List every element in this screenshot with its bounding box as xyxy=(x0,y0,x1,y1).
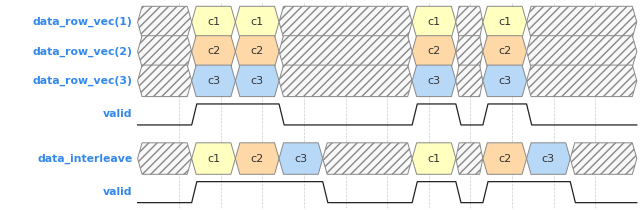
Polygon shape xyxy=(456,6,483,38)
Polygon shape xyxy=(279,65,412,97)
Polygon shape xyxy=(570,143,637,174)
Text: c2: c2 xyxy=(251,46,264,56)
Polygon shape xyxy=(279,6,412,38)
Text: c3: c3 xyxy=(498,76,511,86)
Polygon shape xyxy=(236,65,279,97)
Polygon shape xyxy=(412,36,456,67)
Text: c2: c2 xyxy=(498,154,511,164)
Polygon shape xyxy=(236,6,279,38)
Text: data_row_vec(1): data_row_vec(1) xyxy=(33,17,132,27)
Polygon shape xyxy=(279,36,412,67)
Polygon shape xyxy=(456,36,483,67)
Polygon shape xyxy=(527,36,637,67)
Polygon shape xyxy=(456,143,483,174)
Text: c2: c2 xyxy=(498,46,511,56)
Polygon shape xyxy=(138,65,192,97)
Polygon shape xyxy=(527,65,637,97)
Text: c1: c1 xyxy=(428,154,440,164)
Text: data_interleave: data_interleave xyxy=(37,154,132,164)
Polygon shape xyxy=(483,65,527,97)
Text: valid: valid xyxy=(103,109,132,119)
Text: c3: c3 xyxy=(542,154,555,164)
Polygon shape xyxy=(236,36,279,67)
Polygon shape xyxy=(138,143,192,174)
Polygon shape xyxy=(138,36,192,67)
Polygon shape xyxy=(483,6,527,38)
Polygon shape xyxy=(527,143,570,174)
Text: data_row_vec(2): data_row_vec(2) xyxy=(33,46,132,56)
Polygon shape xyxy=(192,36,236,67)
Polygon shape xyxy=(279,143,323,174)
Polygon shape xyxy=(483,143,527,174)
Text: valid: valid xyxy=(103,187,132,197)
Text: c3: c3 xyxy=(251,76,264,86)
Text: c1: c1 xyxy=(207,17,220,27)
Polygon shape xyxy=(456,65,483,97)
Text: c2: c2 xyxy=(251,154,264,164)
Polygon shape xyxy=(483,36,527,67)
Text: c1: c1 xyxy=(251,17,264,27)
Polygon shape xyxy=(412,143,456,174)
Polygon shape xyxy=(192,6,236,38)
Polygon shape xyxy=(527,6,637,38)
Text: c2: c2 xyxy=(428,46,440,56)
Text: c1: c1 xyxy=(207,154,220,164)
Polygon shape xyxy=(138,6,192,38)
Polygon shape xyxy=(412,65,456,97)
Polygon shape xyxy=(192,143,236,174)
Text: c1: c1 xyxy=(498,17,511,27)
Polygon shape xyxy=(412,6,456,38)
Polygon shape xyxy=(236,143,279,174)
Text: c3: c3 xyxy=(294,154,307,164)
Text: data_row_vec(3): data_row_vec(3) xyxy=(33,76,132,86)
Text: c2: c2 xyxy=(207,46,220,56)
Text: c3: c3 xyxy=(207,76,220,86)
Text: c1: c1 xyxy=(428,17,440,27)
Polygon shape xyxy=(323,143,412,174)
Polygon shape xyxy=(192,65,236,97)
Text: c3: c3 xyxy=(428,76,440,86)
